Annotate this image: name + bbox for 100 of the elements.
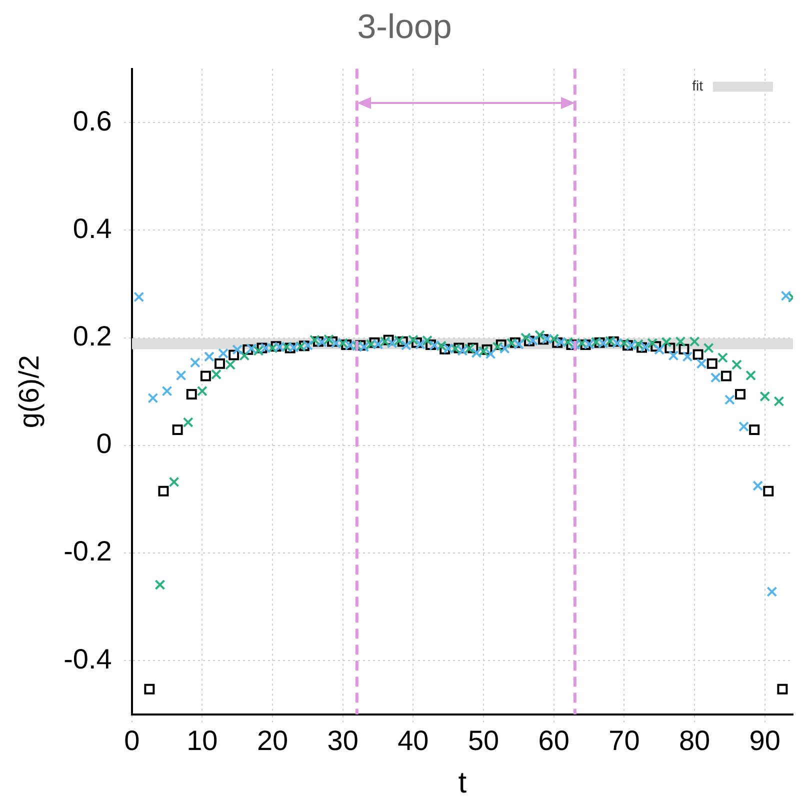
point	[724, 394, 735, 405]
point	[513, 339, 524, 350]
point	[678, 344, 690, 354]
x-tick-label: 80	[678, 724, 710, 756]
x-tick-label: 60	[538, 724, 570, 756]
y-tick-label: -0.4	[64, 643, 112, 674]
point	[618, 338, 630, 348]
point	[746, 370, 756, 381]
point	[510, 337, 520, 348]
point	[647, 338, 658, 348]
point	[211, 369, 222, 380]
point	[436, 340, 447, 352]
point	[777, 684, 788, 694]
point	[576, 338, 588, 348]
point	[358, 342, 370, 352]
point	[633, 339, 644, 350]
point	[763, 486, 774, 496]
point	[780, 290, 792, 302]
point	[298, 340, 310, 352]
point	[450, 343, 461, 354]
point	[464, 343, 475, 354]
point	[274, 342, 285, 352]
point	[636, 342, 648, 353]
point	[689, 336, 700, 347]
x-tick-label: 70	[608, 724, 640, 756]
point	[267, 342, 278, 354]
point	[542, 334, 552, 344]
point	[429, 340, 440, 351]
point	[692, 349, 704, 360]
point	[422, 335, 432, 346]
point	[400, 340, 412, 351]
point	[524, 336, 534, 346]
point	[380, 336, 390, 347]
point	[338, 338, 348, 348]
point	[386, 338, 398, 348]
point	[372, 339, 384, 350]
point	[485, 348, 496, 360]
point	[176, 370, 186, 381]
point	[675, 336, 686, 347]
x-tick-label: 50	[468, 724, 500, 756]
point	[394, 335, 404, 346]
point	[492, 342, 503, 352]
y-tick-label: -0.2	[64, 536, 112, 567]
point	[760, 391, 770, 402]
point	[703, 342, 714, 354]
point	[654, 344, 665, 355]
point	[496, 340, 506, 350]
point	[720, 370, 732, 382]
point	[471, 348, 482, 358]
point	[612, 338, 622, 348]
point	[590, 336, 602, 348]
point	[288, 342, 299, 353]
point	[668, 350, 679, 361]
x-tick-label: 90	[749, 724, 780, 756]
point	[594, 337, 605, 348]
x-tick-label: 10	[186, 724, 218, 756]
point	[344, 340, 356, 351]
point	[468, 342, 478, 354]
point	[196, 386, 208, 396]
point	[134, 292, 144, 302]
point	[232, 344, 243, 355]
point	[556, 336, 566, 348]
point	[228, 350, 240, 360]
point	[640, 342, 651, 352]
point	[295, 341, 306, 352]
point	[168, 476, 180, 488]
point	[774, 396, 784, 407]
point	[622, 340, 633, 351]
x-tick-label: 20	[256, 724, 288, 756]
point	[457, 345, 468, 356]
point	[162, 386, 172, 396]
point	[580, 340, 591, 350]
y-tick-label: 0.4	[72, 212, 112, 244]
point	[239, 350, 250, 361]
point	[499, 343, 510, 354]
point	[148, 392, 158, 404]
point	[204, 351, 214, 362]
point	[482, 344, 492, 355]
point	[186, 389, 197, 400]
point	[182, 417, 194, 428]
point	[242, 344, 254, 355]
y-tick-label: 0.6	[72, 105, 112, 136]
y-tick-label: 0	[96, 428, 112, 460]
x-tick-label: 30	[327, 724, 358, 756]
legend-label: fit	[692, 78, 704, 94]
point	[534, 330, 546, 340]
point	[316, 336, 327, 348]
point	[408, 334, 418, 346]
point	[309, 334, 320, 346]
point	[383, 334, 394, 346]
point	[411, 337, 422, 348]
point	[397, 336, 408, 347]
point	[260, 342, 271, 354]
point	[281, 342, 292, 352]
point	[749, 424, 760, 436]
point	[302, 340, 313, 351]
point	[218, 348, 229, 359]
point	[200, 370, 211, 382]
point	[246, 343, 257, 354]
point	[766, 586, 778, 597]
